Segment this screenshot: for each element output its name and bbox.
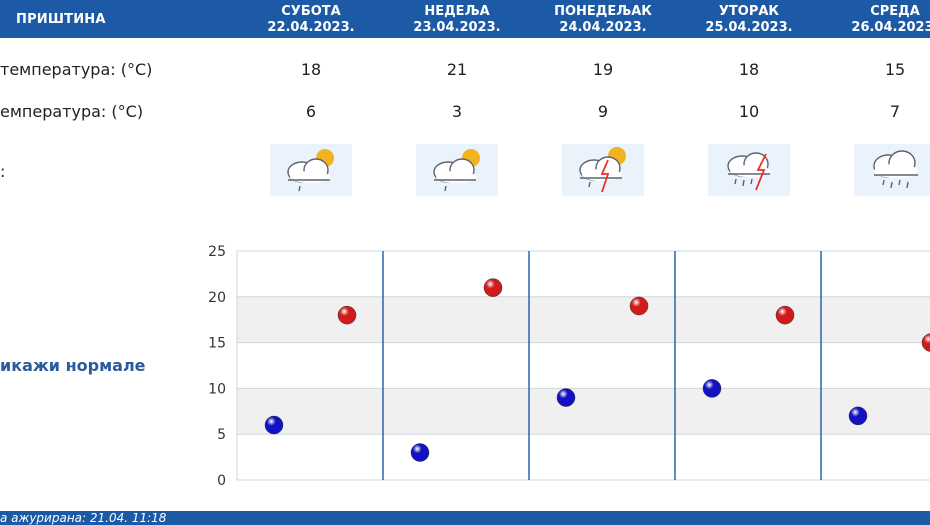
show-normals-link[interactable]: икажи нормале xyxy=(0,356,146,375)
footer-bar: а ажурирана: 21.04. 11:18 xyxy=(0,511,930,525)
day-date: 24.04.2023. xyxy=(559,20,647,35)
y-tick-label: 20 xyxy=(208,290,226,306)
last-updated-text: а ажурирана: 21.04. 11:18 xyxy=(0,511,167,525)
min-temp-point xyxy=(702,379,722,398)
day-header-4: УТОРАК 25.04.2023. xyxy=(679,4,819,36)
min-temp-point xyxy=(264,415,284,435)
max-temp-point xyxy=(337,305,357,325)
min-temp-cell: 9 xyxy=(597,102,609,121)
max-temp-cell: 15 xyxy=(884,60,906,79)
day-name: НЕДЕЉА xyxy=(424,4,490,19)
chart-points xyxy=(264,278,930,462)
min-temp-point xyxy=(410,443,430,462)
y-tick-label: 10 xyxy=(208,381,226,397)
day-header-3: ПОНЕДЕЉАК 24.04.2023. xyxy=(533,4,673,36)
weather-label: : xyxy=(0,162,6,181)
day-header-1: СУБОТА 22.04.2023. xyxy=(241,4,381,36)
thunderstorm-sun-icon xyxy=(562,144,644,196)
min-temp-cell: 6 xyxy=(305,102,317,121)
max-temp-cell: 18 xyxy=(738,60,760,79)
day-dividers xyxy=(382,251,822,480)
y-tick-label: 0 xyxy=(217,473,226,489)
max-temp-point xyxy=(921,333,930,352)
y-axis-ticks: 0 5 10 15 20 25 xyxy=(208,244,226,489)
min-temp-cell: 10 xyxy=(738,102,760,121)
day-date: 23.04.2023. xyxy=(413,20,501,35)
day-date: 25.04.2023. xyxy=(705,20,793,35)
min-temp-point xyxy=(848,406,868,426)
forecast-header: ПРИШТИНА СУБОТА 22.04.2023. НЕДЕЉА 23.04… xyxy=(0,0,930,38)
partly-cloudy-rain-icon xyxy=(416,144,498,196)
day-header-2: НЕДЕЉА 23.04.2023. xyxy=(387,4,527,36)
partly-cloudy-rain-icon xyxy=(270,144,352,196)
max-temp-cell: 18 xyxy=(300,60,322,79)
max-temp-point xyxy=(775,305,795,325)
city-name: ПРИШТИНА xyxy=(16,12,106,27)
max-temp-point xyxy=(483,278,503,297)
min-temp-point xyxy=(556,388,576,407)
y-tick-label: 25 xyxy=(208,244,226,260)
max-temp-label: температура: (°C) xyxy=(0,60,153,79)
day-date: 22.04.2023. xyxy=(267,20,355,35)
y-tick-label: 15 xyxy=(208,336,226,352)
day-name: СРЕДА xyxy=(870,4,920,19)
min-temp-cell: 7 xyxy=(889,102,901,121)
temperature-chart: 0 5 10 15 20 25 xyxy=(208,244,930,489)
chart-grid xyxy=(236,250,930,481)
day-name: ПОНЕДЕЉАК xyxy=(554,4,652,19)
day-name: СУБОТА xyxy=(281,4,341,19)
max-temp-cell: 19 xyxy=(592,60,614,79)
max-temp-point xyxy=(629,296,649,316)
day-name: УТОРАК xyxy=(718,4,780,19)
day-header-5: СРЕДА 26.04.2023. xyxy=(825,4,930,36)
thunderstorm-rain-icon xyxy=(708,144,790,196)
min-temp-cell: 3 xyxy=(451,102,463,121)
min-temp-label: емпература: (°C) xyxy=(0,102,144,121)
max-temp-cell: 21 xyxy=(446,60,468,79)
day-date: 26.04.2023. xyxy=(851,20,930,35)
cloud-rain-icon xyxy=(854,144,930,196)
chart-band xyxy=(237,388,930,435)
y-tick-label: 5 xyxy=(217,427,226,443)
chart-bands xyxy=(237,296,930,435)
